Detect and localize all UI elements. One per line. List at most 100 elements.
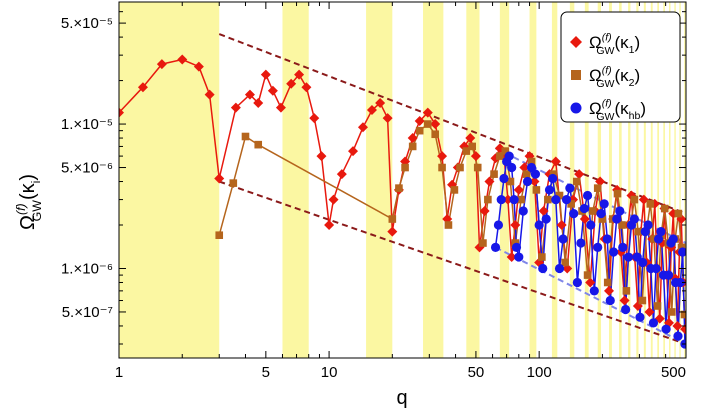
data-point-kappa-hb bbox=[608, 247, 619, 257]
data-point-kappa2 bbox=[408, 142, 417, 151]
data-point-kappa2 bbox=[490, 170, 498, 178]
data-point-kappa1 bbox=[214, 173, 225, 184]
y-tick-label: 5.×10⁻⁷ bbox=[62, 304, 113, 321]
data-point-kappa-hb bbox=[522, 176, 533, 187]
data-point-kappa1 bbox=[324, 220, 335, 231]
data-point-kappa2 bbox=[567, 200, 575, 208]
legend-marker-kappa2 bbox=[571, 70, 581, 80]
x-tick-label: 100 bbox=[527, 364, 552, 381]
data-point-kappa2 bbox=[444, 221, 453, 229]
data-point-kappa-hb bbox=[504, 151, 514, 161]
data-point-kappa1 bbox=[253, 97, 264, 108]
data-point-kappa2 bbox=[450, 186, 459, 194]
shaded-band bbox=[584, 2, 589, 358]
data-point-kappa1 bbox=[193, 61, 204, 72]
data-point-kappa2 bbox=[593, 184, 602, 192]
data-point-kappa-hb bbox=[576, 238, 586, 248]
data-point-kappa-hb bbox=[518, 206, 528, 216]
data-point-kappa1 bbox=[556, 220, 567, 231]
shaded-band bbox=[119, 2, 220, 358]
data-point-kappa-hb bbox=[605, 295, 615, 306]
data-point-kappa1 bbox=[387, 226, 398, 237]
data-point-kappa-hb bbox=[548, 173, 558, 184]
y-tick-label: 5.×10⁻⁵ bbox=[61, 15, 113, 32]
data-point-kappa1 bbox=[519, 162, 530, 173]
data-point-kappa1 bbox=[244, 89, 255, 100]
data-point-kappa2 bbox=[598, 215, 607, 223]
data-point-kappa2 bbox=[561, 258, 569, 267]
data-point-kappa-hb bbox=[643, 220, 653, 230]
data-point-kappa-hb bbox=[565, 183, 575, 193]
data-point-kappa-hb bbox=[656, 227, 666, 237]
data-point-kappa2 bbox=[583, 271, 592, 279]
data-point-kappa-hb bbox=[586, 220, 596, 230]
data-point-kappa1 bbox=[301, 82, 312, 93]
y-axis-label: Ω(f) GW(κi) bbox=[14, 174, 44, 230]
data-point-kappa-hb bbox=[678, 247, 686, 257]
data-point-kappa2 bbox=[680, 310, 686, 319]
data-point-kappa-hb bbox=[493, 220, 504, 230]
data-point-kappa-hb bbox=[602, 234, 612, 244]
data-point-kappa2 bbox=[613, 189, 622, 198]
data-point-kappa-hb bbox=[572, 277, 582, 288]
data-point-kappa1 bbox=[529, 176, 540, 187]
data-point-kappa2 bbox=[588, 207, 597, 215]
data-point-kappa2 bbox=[423, 120, 432, 128]
data-point-kappa1 bbox=[465, 133, 476, 144]
data-point-kappa-hb bbox=[629, 214, 639, 224]
data-point-kappa-hb bbox=[618, 242, 628, 252]
legend: Ω(f) GW(κ1) Ω(f) GW(κ2) Ω(f) GW(κhb) bbox=[560, 11, 681, 123]
data-point-kappa1 bbox=[275, 102, 286, 113]
data-point-kappa-hb bbox=[544, 185, 555, 195]
data-point-kappa1 bbox=[644, 306, 655, 317]
data-point-kappa2 bbox=[388, 215, 397, 223]
data-point-kappa-hb bbox=[514, 252, 524, 262]
data-point-kappa1 bbox=[470, 151, 481, 162]
data-point-kappa-hb bbox=[541, 214, 551, 224]
data-point-kappa1 bbox=[348, 146, 359, 157]
x-tick-label: 10 bbox=[321, 364, 338, 381]
shaded-band bbox=[608, 2, 612, 358]
data-point-kappa1 bbox=[137, 82, 148, 93]
data-point-kappa-hb bbox=[582, 190, 593, 201]
data-point-kappa2 bbox=[527, 157, 536, 166]
data-point-kappa-hb bbox=[507, 162, 517, 173]
data-point-kappa-hb bbox=[673, 331, 683, 341]
shaded-band bbox=[650, 2, 653, 358]
data-point-kappa1 bbox=[574, 169, 585, 180]
data-point-kappa2 bbox=[473, 163, 482, 172]
data-point-kappa1 bbox=[638, 194, 649, 205]
data-point-kappa2 bbox=[660, 204, 669, 213]
y-tick-label: 1.×10⁻⁵ bbox=[61, 116, 113, 133]
data-point-kappa2 bbox=[677, 243, 686, 252]
data-point-kappa-hb bbox=[615, 206, 625, 216]
data-point-kappa1 bbox=[579, 214, 590, 225]
x-axis: 1 5 10 50 100 500 bbox=[115, 2, 687, 381]
legend-marker-kappa1 bbox=[570, 36, 582, 48]
x-axis-label: q bbox=[396, 387, 407, 409]
shaded-band bbox=[282, 2, 309, 358]
data-point-kappa1 bbox=[484, 176, 495, 187]
data-point-kappa1 bbox=[260, 69, 271, 80]
data-point-kappa-hb bbox=[638, 257, 648, 268]
data-point-kappa-hb bbox=[651, 263, 661, 274]
shaded-band bbox=[668, 2, 671, 358]
data-point-kappa-hb bbox=[558, 234, 568, 244]
data-point-kappa-hb bbox=[509, 194, 519, 205]
data-point-kappa2 bbox=[415, 126, 424, 135]
x-tick-label: 500 bbox=[661, 364, 686, 381]
data-point-kappa1 bbox=[619, 295, 630, 306]
data-point-kappa-hb bbox=[554, 263, 565, 274]
data-point-kappa2 bbox=[395, 184, 403, 192]
shaded-band bbox=[657, 2, 660, 358]
data-point-kappa-hb bbox=[599, 199, 609, 209]
data-point-kappa1 bbox=[267, 85, 278, 96]
data-point-kappa-hb bbox=[579, 203, 589, 214]
data-point-kappa-hb bbox=[593, 242, 603, 252]
data-point-kappa1 bbox=[538, 206, 549, 217]
data-point-kappa2 bbox=[668, 308, 676, 316]
data-point-kappa-hb bbox=[596, 208, 606, 219]
data-point-kappa1 bbox=[230, 102, 241, 113]
data-point-kappa2 bbox=[544, 195, 552, 204]
